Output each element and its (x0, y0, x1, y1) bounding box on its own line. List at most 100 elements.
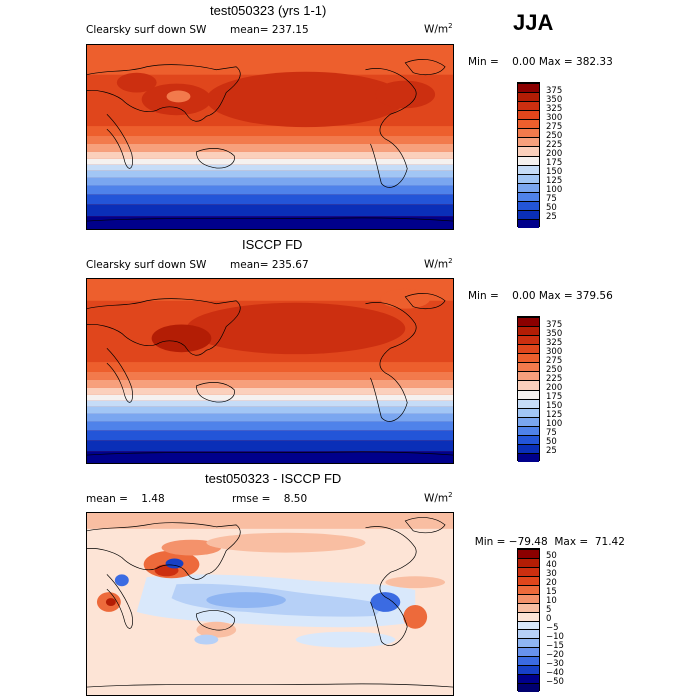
colorbar-swatch (518, 674, 539, 684)
colorbar-tick-label: 300 (546, 346, 563, 357)
colorbar-tick-label: 325 (546, 103, 563, 114)
panel1-colorbar (517, 82, 540, 228)
colorbar-tick-label: 150 (546, 167, 563, 178)
colorbar-tick-label: 375 (546, 319, 563, 330)
colorbar-tick-label: 225 (546, 373, 563, 384)
colorbar-swatch (518, 128, 539, 138)
panel3-unit-label: W/m2 (424, 491, 453, 505)
colorbar-tick-label: 200 (546, 149, 563, 159)
panel1-variable-label: Clearsky surf down SW (86, 24, 207, 36)
panel3-mean-label: mean = 1.48 (86, 493, 165, 505)
colorbar-tick-label: −15 (546, 640, 564, 651)
colorbar-tick-label: 25 (546, 212, 557, 223)
colorbar-swatch (518, 566, 539, 576)
colorbar-tick-label: −20 (546, 649, 564, 660)
colorbar-tick-label: 5 (546, 605, 552, 616)
panel2-variable-label: Clearsky surf down SW (86, 259, 207, 271)
colorbar-tick-label: 0 (546, 614, 552, 624)
colorbar-swatch (518, 452, 539, 462)
colorbar-tick-label: 150 (546, 401, 563, 412)
colorbar-swatch (518, 164, 539, 174)
colorbar-swatch (518, 371, 539, 381)
colorbar-tick-label: 75 (546, 428, 557, 439)
colorbar-tick-label: 50 (546, 551, 557, 562)
colorbar-swatch (518, 647, 539, 657)
colorbar-tick-label: −50 (546, 676, 564, 687)
panel2-min-label: Min = 0.00 Max = 379.56 (468, 290, 613, 302)
colorbar-tick-label: 100 (546, 419, 563, 430)
colorbar-swatch (518, 380, 539, 390)
colorbar-swatch (518, 425, 539, 435)
colorbar-tick-label: 375 (546, 85, 563, 96)
colorbar-tick-label: 175 (546, 392, 563, 403)
colorbar-tick-label: 350 (546, 94, 563, 105)
panel2-unit-label: W/m2 (424, 257, 453, 271)
colorbar-tick-label: 30 (546, 569, 557, 580)
colorbar-tick-label: 225 (546, 139, 563, 150)
panel1-unit-label: W/m2 (424, 22, 453, 36)
colorbar-tick-label: 15 (546, 587, 557, 598)
colorbar-swatch (518, 173, 539, 183)
colorbar-swatch (518, 629, 539, 639)
colorbar-tick-label: −30 (546, 658, 564, 669)
colorbar-tick-label: 125 (546, 410, 563, 421)
colorbar-swatch (518, 209, 539, 219)
colorbar-swatch (518, 389, 539, 399)
panel2-mean-label: mean= 235.67 (230, 259, 309, 271)
colorbar-tick-label: 175 (546, 158, 563, 169)
colorbar-tick-label: 125 (546, 176, 563, 187)
panel1-mean-label: mean= 237.15 (230, 24, 309, 36)
colorbar-swatch (518, 92, 539, 102)
colorbar-swatch (518, 593, 539, 603)
colorbar-swatch (518, 155, 539, 165)
colorbar-swatch (518, 218, 539, 228)
colorbar-tick-label: 40 (546, 560, 557, 571)
colorbar-tick-label: 300 (546, 112, 563, 123)
colorbar-swatch (518, 182, 539, 192)
colorbar-swatch (518, 353, 539, 363)
colorbar-swatch (518, 137, 539, 147)
colorbar-tick-label: 275 (546, 121, 563, 132)
colorbar-tick-label: 50 (546, 437, 557, 448)
colorbar-swatch (518, 119, 539, 129)
colorbar-tick-label: −10 (546, 631, 564, 642)
panel2-title: ISCCP FD (242, 237, 303, 252)
colorbar-swatch (518, 638, 539, 648)
colorbar-tick-label: −40 (546, 667, 564, 678)
panel2-colorbar (517, 316, 540, 462)
colorbar-swatch (518, 656, 539, 666)
colorbar-swatch (518, 407, 539, 417)
colorbar-swatch (518, 398, 539, 408)
panel1-title: test050323 (yrs 1-1) (210, 3, 327, 18)
colorbar-swatch (518, 549, 539, 558)
colorbar-tick-label: −5 (546, 622, 559, 633)
panel3-rmse-label: rmse = 8.50 (232, 493, 308, 505)
colorbar-tick-label: 200 (546, 383, 563, 393)
colorbar-tick-label: 20 (546, 578, 557, 589)
colorbar-swatch (518, 200, 539, 210)
colorbar-tick-label: 25 (546, 446, 557, 457)
colorbar-swatch (518, 326, 539, 336)
panel2-map (86, 278, 454, 464)
colorbar-swatch (518, 146, 539, 156)
colorbar-swatch (518, 443, 539, 453)
colorbar-swatch (518, 83, 539, 93)
panel3-map (86, 512, 454, 696)
colorbar-swatch (518, 611, 539, 621)
colorbar-swatch (518, 434, 539, 444)
colorbar-tick-label: 250 (546, 130, 563, 141)
colorbar-tick-label: 275 (546, 355, 563, 366)
panel1-map (86, 44, 454, 230)
colorbar-swatch (518, 575, 539, 585)
colorbar-tick-label: 100 (546, 185, 563, 196)
colorbar-tick-label: 250 (546, 364, 563, 375)
colorbar-swatch (518, 110, 539, 120)
colorbar-tick-label: 50 (546, 203, 557, 214)
colorbar-swatch (518, 683, 539, 692)
panel1-min-label: Min = 0.00 Max = 382.33 (468, 56, 613, 68)
colorbar-tick-label: 10 (546, 596, 557, 607)
colorbar-tick-label: 350 (546, 328, 563, 339)
season-label: JJA (513, 10, 554, 35)
panel3-title: test050323 - ISCCP FD (205, 471, 342, 486)
colorbar-swatch (518, 317, 539, 327)
